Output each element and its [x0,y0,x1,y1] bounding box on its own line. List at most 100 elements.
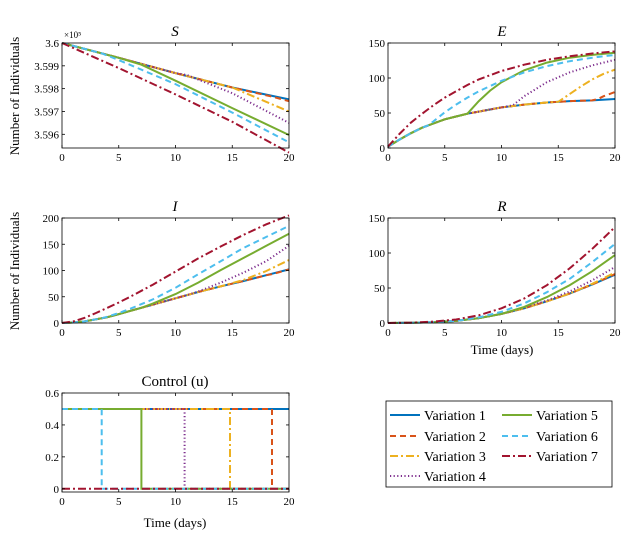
panel-r-ytick-label: 0 [380,318,386,330]
legend-label-1: Variation 1 [424,409,486,424]
panel-i-series-4 [61,244,290,324]
panel-control-xtick-label: 20 [284,496,296,508]
panel-r-series-2 [387,273,616,324]
panel-control-ytick-label: 0.6 [45,388,59,400]
panel-e-xtick-label: 15 [553,152,565,164]
panel-control-series-4 [62,408,289,490]
panel-i-xtick-label: 10 [170,327,182,339]
panel-e-xtick-label: 20 [610,152,622,164]
panel-e-ytick-label: 0 [380,143,386,155]
legend-label-6: Variation 6 [536,430,598,445]
panel-e-title: E [496,24,506,40]
panel-i-xtick-label: 0 [59,327,65,339]
panel-r-ytick-label: 150 [369,213,386,225]
panel-e-xtick-label: 5 [442,152,448,164]
panel-i-axes-box [61,217,290,324]
panel-control: Control (u) Time (days) 0 5 10 15 20 0 0.2 0.4 0… [45,374,295,530]
panel-control-xtick-label: 15 [227,496,239,508]
panel-s-series-6 [61,42,290,144]
panel-e-series-4 [387,58,616,148]
panel-r-ytick-label: 100 [369,248,386,260]
panel-r-xtick-label: 5 [442,327,448,339]
panel-control-xtick-label: 5 [116,496,122,508]
panel-i-xtick-label: 20 [284,327,296,339]
panel-i-series-1 [61,268,290,324]
panel-s-series-4 [61,42,290,124]
panel-control-xtick-label: 0 [59,496,65,508]
legend-box [385,400,613,488]
legend-label-2: Variation 2 [424,430,486,445]
panel-s-xtick-label: 5 [116,152,122,164]
panel-e-series-6 [387,53,616,148]
panel-r-xtick-label: 0 [385,327,391,339]
legend: Variation 1 Variation 2 Variation 3 Variati… [385,400,613,488]
panel-s-series-5 [61,42,290,136]
panel-r-xlabel: Time (days) [471,342,534,357]
panel-e-ytick-label: 50 [374,108,386,120]
panel-r-title: R [496,199,506,215]
panel-s-ytick-label: 3.596 [34,129,59,141]
panel-r-xtick-label: 10 [496,327,508,339]
panel-s-title: S [171,24,179,40]
panel-e-series-5 [387,51,616,148]
panel-r-xtick-label: 15 [553,327,565,339]
panel-i-series-6 [61,225,290,324]
ylabel-top: Number of Individuals [7,37,22,155]
panel-s: S ×10⁵ 0 5 10 15 20 3.596 3.597 3.598 3.599 3.6 [34,24,295,164]
legend-label-7: Variation 7 [536,450,598,465]
panel-s-ytick-label: 3.598 [34,84,59,96]
panel-control-series-5 [62,408,289,490]
panel-e-series-7 [387,50,616,148]
panel-control-ytick-label: 0.2 [45,452,59,464]
panel-e-series-1 [387,98,616,148]
panel-s-xtick-label: 10 [170,152,182,164]
ylabel-middle: Number of Individuals [7,212,22,330]
panel-control-series-3 [62,408,289,490]
panel-i-ytick-label: 200 [43,213,60,225]
legend-label-3: Variation 3 [424,450,486,465]
panel-i-ytick-label: 0 [54,318,60,330]
panel-r: R Time (days) 0 5 10 15 20 0 50 100 150 [369,199,622,357]
panel-e-ytick-label: 150 [369,38,386,50]
panel-control-series-2 [62,408,289,490]
panel-s-xtick-label: 0 [59,152,65,164]
legend-label-5: Variation 5 [536,409,598,424]
panel-e: E 0 5 10 15 20 0 50 100 150 [369,24,622,164]
panel-r-series-7 [387,226,616,324]
panel-i-xtick-label: 15 [227,327,239,339]
panel-control-xtick-label: 10 [170,496,182,508]
panel-i-ytick-label: 150 [43,239,60,251]
panel-i-series-7 [61,214,290,324]
panel-s-ytick-label: 3.6 [45,38,59,50]
panel-control-series-6 [62,408,289,490]
panel-e-xtick-label: 0 [385,152,391,164]
panel-r-ytick-label: 50 [374,283,386,295]
panel-i-xtick-label: 5 [116,327,122,339]
panel-control-ytick-label: 0 [54,484,60,496]
panel-s-series-7 [61,42,290,154]
panel-e-series-2 [387,91,616,148]
panel-s-series-3 [61,42,290,113]
panel-i-ytick-label: 50 [48,292,60,304]
panel-r-series-1 [387,273,616,324]
panel-i-title: I [172,199,179,215]
panel-s-ytick-label: 3.597 [34,106,59,118]
panel-s-xtick-label: 20 [284,152,296,164]
panel-control-title: Control (u) [141,374,208,390]
panel-i-ytick-label: 100 [43,266,60,278]
panel-s-exponent: ×10⁵ [64,30,81,40]
panel-r-xtick-label: 20 [610,327,622,339]
panel-s-xtick-label: 15 [227,152,239,164]
panel-i-series-5 [61,232,290,324]
panel-control-axes-box [61,392,290,493]
panel-r-series-6 [387,243,616,324]
legend-label-4: Variation 4 [424,470,486,485]
panel-e-xtick-label: 10 [496,152,508,164]
panel-control-ytick-label: 0.4 [45,420,59,432]
panel-s-ytick-label: 3.599 [34,61,59,73]
panel-r-series-3 [387,271,616,324]
panel-control-xlabel: Time (days) [144,515,207,530]
panel-e-ytick-label: 100 [369,73,386,85]
